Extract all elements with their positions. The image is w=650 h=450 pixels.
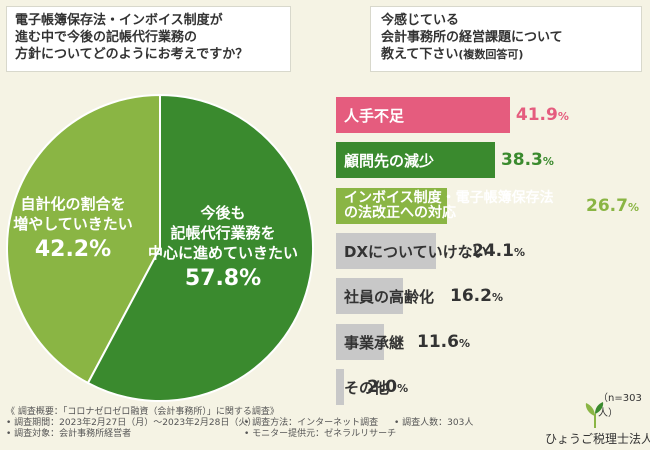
company-name: ひょうご税理士法人 — [545, 432, 650, 446]
bar-value-unit: % — [542, 155, 554, 169]
bar-label-line: 顧問先の減少 — [344, 152, 435, 171]
pie-label-self-accounting: 自計化の割合を 増やしていきたい 42.2% — [8, 194, 138, 264]
pie-label-line: 今後も — [200, 204, 246, 222]
bar-value-number: 24.1 — [472, 240, 514, 261]
question-left-line: 電子帳簿保存法・インボイス制度が — [15, 13, 223, 28]
bar-value-number: 16.2 — [450, 286, 492, 307]
bar-value: 16.2% — [450, 286, 503, 306]
survey-summary: 《 調査概要：「コロナゼロゼロ融資（会計事務所）」に関する調査》 — [6, 407, 279, 417]
survey-target: • 調査対象：会計事務所経営者 — [6, 429, 132, 439]
bar-value-number: 26.7 — [586, 195, 628, 216]
bar-label: 社員の高齢化 — [344, 286, 434, 307]
bar-value: 41.9% — [516, 105, 569, 125]
pie-label-line: 記帳代行業務を — [170, 224, 276, 242]
bar — [336, 187, 447, 224]
bar-value-unit: % — [513, 245, 525, 259]
bar — [336, 323, 385, 360]
bar-value-number: 38.3 — [500, 150, 543, 171]
pie-percent-self-accounting: 42.2% — [34, 237, 112, 262]
survey-period: • 調査期間：2023年2月27日（月）〜2023年2月28日（火） — [6, 418, 257, 428]
bar — [336, 368, 345, 405]
pie-label-line: 中心に進めていきたい — [148, 244, 299, 262]
bar-label: 事業承継 — [344, 332, 404, 353]
bar — [336, 142, 495, 179]
bar-label: その他 — [344, 377, 389, 398]
bar-value-number: 41.9 — [515, 105, 558, 125]
company-logo: ひょうご税理士法人 — [545, 400, 650, 446]
pie-percent-bookkeeping: 57.8% — [184, 266, 262, 291]
bar-label-line: DXについていけない — [344, 242, 488, 261]
bar-value: 24.1% — [472, 241, 525, 261]
bar-value-number: 11.6 — [417, 331, 459, 352]
bar-value-unit: % — [557, 110, 569, 123]
bar-label-line: の法改正への対応 — [344, 204, 456, 221]
survey-method: • 調査方法：インターネット調査 — [244, 418, 379, 428]
bar-label-line: インボイス制度・電子帳簿保存法 — [344, 189, 554, 206]
question-left-box: 電子帳簿保存法・インボイス制度が 進む中で今後の記帳代行業務の 方針についてどの… — [6, 6, 291, 72]
sample-size-note: （n=303人） — [598, 393, 642, 419]
question-right-sub: (複数回答可) — [458, 48, 524, 61]
question-right-box: 今感じている 会計事務所の経営課題について 教えて下さい(複数回答可) — [370, 6, 642, 72]
question-left-line: 方針についてどのようにお考えですか？ — [15, 47, 249, 62]
bar-label-line: 事業承継 — [344, 333, 405, 352]
bar-label: 人手不足 — [344, 105, 404, 126]
pie-label-line: 自計化の割合を — [20, 195, 126, 213]
bar-value: 11.6% — [417, 332, 470, 352]
pie-label-bookkeeping: 今後も 記帳代行業務を 中心に進めていきたい 57.8% — [148, 203, 298, 293]
bar-label: 顧問先の減少 — [344, 150, 434, 171]
bar — [336, 278, 404, 315]
bar-value-unit: % — [397, 381, 409, 395]
bar-value: 26.7% — [586, 196, 639, 216]
bar-label-line: 社員の高齢化 — [344, 288, 435, 307]
bar — [336, 232, 436, 269]
question-right-line: 会計事務所の経営課題について — [381, 30, 563, 45]
survey-monitor: • モニター提供元：ゼネラルリサーチ — [244, 429, 397, 439]
bar-label: DXについていけない — [344, 241, 488, 262]
question-left-line: 進む中で今後の記帳代行業務の — [15, 30, 198, 45]
question-right-line: 今感じている — [381, 13, 460, 28]
bar-value-unit: % — [458, 336, 470, 350]
pie-slice — [86, 93, 314, 402]
bar-value-number: 2.0 — [367, 376, 398, 397]
bar — [336, 97, 510, 133]
survey-count: • 調査人数：303人 — [394, 418, 474, 428]
bar-value: 38.3% — [501, 150, 554, 170]
sprout-icon — [585, 402, 604, 428]
bar-value-unit: % — [627, 200, 639, 214]
pie-label-line: 増やしていきたい — [13, 215, 133, 233]
bar-value: 2.0% — [367, 377, 408, 397]
question-right-main: 教えて下さい — [381, 47, 459, 62]
bar-label-line: その他 — [344, 378, 390, 397]
question-right-line3: 教えて下さい(複数回答可) — [381, 46, 631, 63]
bar-label-line: 人手不足 — [344, 107, 405, 125]
bar-label: インボイス制度・電子帳簿保存法 の法改正への対応 — [344, 189, 554, 221]
pie-slice — [6, 93, 161, 385]
bar-value-unit: % — [491, 291, 503, 305]
